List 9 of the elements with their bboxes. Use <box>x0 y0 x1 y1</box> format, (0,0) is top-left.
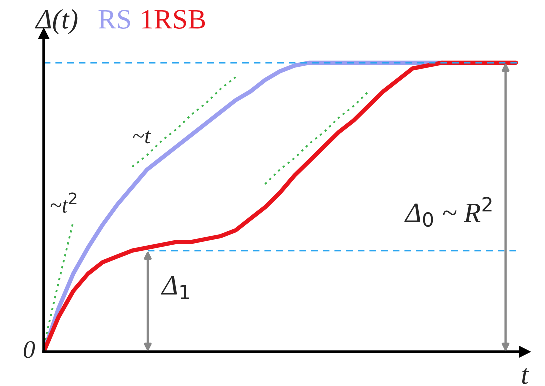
annotation: Δ$_{0}$ ~ R$^{2}$ <box>404 197 492 228</box>
annotation: Δ$_{1}$ <box>161 276 190 300</box>
text: RS <box>98 10 130 29</box>
annotation: ~t <box>133 130 152 144</box>
y-axis-title: Δ(t) <box>35 9 78 35</box>
x-axis-title: t <box>522 368 530 384</box>
annotation: ~t$^{2}$ <box>50 192 77 213</box>
text: 1RSB <box>142 10 206 29</box>
text: 0 <box>24 341 36 358</box>
